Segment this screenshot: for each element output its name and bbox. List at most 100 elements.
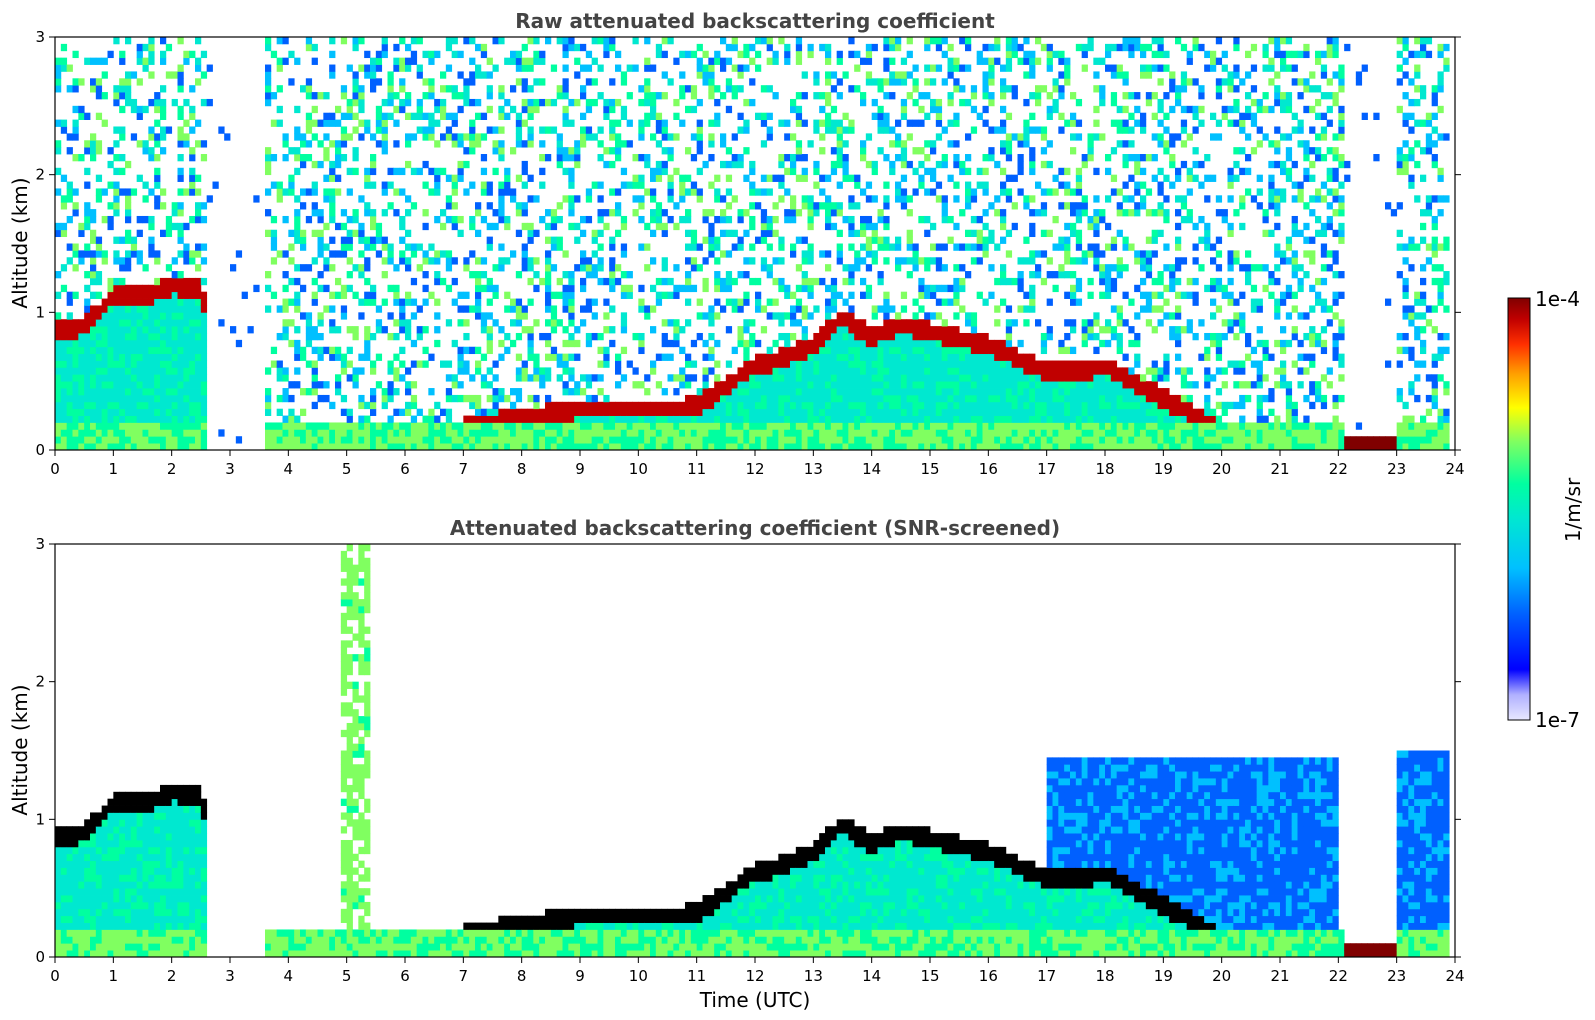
heatmap-cell: [1011, 277, 1018, 286]
heatmap-cell: [1035, 181, 1042, 189]
heatmap-cell: [189, 105, 196, 114]
heatmap-cell: [1058, 85, 1065, 93]
heatmap-cell: [778, 408, 785, 416]
heatmap-cell: [784, 436, 791, 444]
heatmap-cell: [597, 388, 604, 396]
heatmap-cell: [731, 133, 738, 141]
heatmap-cell: [1011, 381, 1018, 389]
heatmap-cell: [685, 353, 692, 361]
heatmap-cell: [370, 401, 377, 410]
heatmap-cell: [755, 374, 762, 382]
heatmap-cell: [941, 422, 948, 430]
heatmap-cell: [113, 126, 120, 134]
heatmap-cell: [848, 401, 855, 410]
heatmap-cell: [492, 415, 499, 423]
heatmap-cell: [959, 284, 966, 293]
heatmap-cell: [1000, 119, 1007, 127]
heatmap-cell: [1023, 291, 1030, 299]
heatmap-cell: [475, 443, 482, 450]
heatmap-cell: [772, 408, 779, 416]
heatmap-cell: [492, 374, 499, 382]
heatmap-cell: [545, 126, 552, 134]
heatmap-cell: [935, 243, 943, 251]
heatmap-cell: [55, 415, 62, 423]
heatmap-cell: [679, 346, 686, 355]
heatmap-cell: [171, 202, 178, 210]
heatmap-cell: [947, 436, 954, 444]
heatmap-cell: [895, 133, 902, 141]
heatmap-cell: [603, 50, 610, 59]
heatmap-cell: [142, 422, 149, 430]
heatmap-cell: [883, 181, 890, 189]
heatmap-cell: [638, 243, 645, 251]
heatmap-cell: [947, 57, 954, 65]
heatmap-cell: [72, 381, 79, 389]
heatmap-cell: [644, 422, 651, 430]
heatmap-cell: [107, 215, 114, 224]
heatmap-cell: [1035, 436, 1042, 444]
heatmap-cell: [737, 305, 744, 313]
heatmap-cell: [749, 374, 756, 382]
heatmap-cell: [807, 422, 814, 430]
heatmap-cell: [358, 353, 365, 361]
heatmap-cell: [965, 339, 972, 348]
heatmap-cell: [825, 126, 832, 134]
heatmap-cell: [288, 394, 295, 403]
heatmap-cell: [720, 160, 727, 169]
heatmap-cell: [965, 332, 972, 341]
heatmap-cell: [125, 346, 132, 355]
heatmap-cell: [107, 312, 114, 320]
heatmap-cell: [819, 339, 826, 348]
heatmap-cell: [795, 422, 803, 430]
heatmap-cell: [364, 277, 371, 286]
heatmap-cell: [340, 429, 348, 437]
heatmap-cell: [1040, 388, 1048, 396]
heatmap-cell: [125, 374, 132, 382]
heatmap-cell: [171, 71, 178, 79]
heatmap-cell: [1011, 422, 1018, 430]
heatmap-cell: [95, 374, 103, 382]
heatmap-cell: [276, 422, 283, 430]
heatmap-cell: [405, 408, 412, 416]
heatmap-cell: [148, 429, 155, 437]
heatmap-cell: [125, 353, 132, 361]
heatmap-cell: [142, 408, 149, 416]
heatmap-cell: [1046, 367, 1053, 375]
heatmap-cell: [95, 140, 103, 148]
heatmap-cell: [200, 277, 208, 286]
heatmap-cell: [912, 381, 919, 389]
heatmap-cell: [760, 415, 768, 423]
heatmap-cell: [976, 229, 983, 238]
heatmap-cell: [877, 353, 884, 361]
heatmap-cell: [626, 92, 633, 100]
heatmap-cell: [335, 353, 342, 361]
heatmap-cell: [90, 236, 97, 244]
heatmap-cell: [486, 346, 493, 355]
heatmap-cell: [702, 408, 709, 416]
heatmap-cell: [148, 298, 155, 306]
heatmap-cell: [1000, 78, 1007, 86]
heatmap-cell: [136, 332, 143, 341]
heatmap-cell: [346, 105, 353, 114]
heatmap-cell: [1064, 443, 1071, 450]
heatmap-cell: [632, 429, 639, 437]
heatmap-cell: [830, 353, 838, 361]
heatmap-cell: [457, 167, 464, 176]
heatmap-cell: [900, 401, 908, 410]
heatmap-cell: [935, 195, 943, 203]
heatmap-cell: [387, 71, 394, 79]
heatmap-cell: [574, 98, 581, 107]
heatmap-cell: [370, 71, 377, 79]
heatmap-cell: [101, 429, 108, 437]
heatmap-cell: [200, 381, 208, 389]
heatmap-cell: [60, 360, 68, 368]
heatmap-cell: [387, 181, 394, 189]
heatmap-cell: [195, 332, 202, 341]
heatmap-cell: [405, 429, 412, 437]
heatmap-cell: [60, 319, 68, 327]
heatmap-cell: [335, 154, 342, 162]
heatmap-cell: [265, 422, 272, 430]
heatmap-cell: [171, 346, 178, 355]
heatmap-cell: [725, 443, 733, 450]
heatmap-cell: [60, 57, 68, 65]
